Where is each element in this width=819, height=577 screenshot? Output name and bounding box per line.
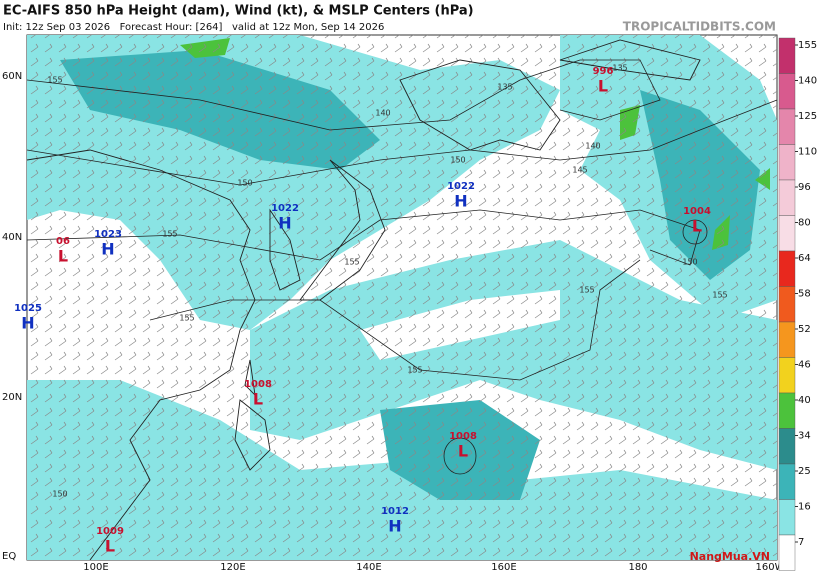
- colorbar-label: 64: [798, 253, 811, 264]
- colorbar-segment: [778, 250, 796, 287]
- lon-label: 180: [628, 562, 647, 573]
- colorbar-label: 140: [798, 76, 817, 87]
- colorbar-label: 7: [798, 537, 804, 548]
- colorbar-segment: [778, 286, 796, 323]
- contour-label: 150: [52, 490, 67, 499]
- center-symbol: L: [458, 442, 468, 461]
- contour-label: 155: [162, 230, 177, 239]
- lat-label: 60N: [2, 71, 22, 82]
- contour-label: 135: [497, 83, 512, 92]
- contour: [26, 59, 661, 131]
- center-pressure: 1012: [381, 506, 409, 517]
- center-pressure: 06: [56, 236, 70, 247]
- center-pressure: 1023: [94, 229, 122, 240]
- lat-label: 20N: [2, 392, 22, 403]
- center-symbol: L: [105, 537, 115, 556]
- wind-barbs: [27, 35, 777, 560]
- colorbar-label: 96: [798, 182, 811, 193]
- center-symbol: H: [21, 314, 34, 333]
- lat-label: 40N: [2, 232, 22, 243]
- colorbar-label: 155: [798, 40, 817, 51]
- colorbar-label: 34: [798, 431, 811, 442]
- center-symbol: H: [388, 517, 401, 536]
- contour-label: 155: [47, 76, 62, 85]
- contour-label: 155: [579, 286, 594, 295]
- center-symbol: L: [692, 217, 702, 236]
- contour-label: 145: [572, 166, 587, 175]
- lat-label: EQ: [2, 551, 16, 562]
- header: EC-AIFS 850 hPa Height (dam), Wind (kt),…: [3, 4, 776, 34]
- colorbar-label: 46: [798, 360, 811, 371]
- center-pressure: 1025: [14, 303, 42, 314]
- colorbar-label: 125: [798, 111, 817, 122]
- colorbar-segment: [778, 357, 796, 394]
- center-symbol: H: [278, 214, 291, 233]
- subtitle: Init: 12z Sep 03 2026 Forecast Hour: [26…: [3, 22, 384, 33]
- colorbar-segment: [778, 179, 796, 216]
- watermark: NangMua.VN: [690, 550, 770, 563]
- center-pressure: 996: [593, 66, 614, 77]
- colorbar-segment: [778, 392, 796, 429]
- contour-label: 150: [237, 179, 252, 188]
- lon-label: 160W: [756, 562, 785, 573]
- contour-label: 155: [179, 314, 194, 323]
- colorbar-segment: [778, 428, 796, 465]
- colorbar-label: 40: [798, 395, 811, 406]
- colorbar-label: 110: [798, 147, 817, 158]
- center-pressure: 1022: [271, 203, 299, 214]
- contour-label: 155: [407, 366, 422, 375]
- center-pressure: 1004: [683, 206, 711, 217]
- center-symbol: L: [598, 77, 608, 96]
- colorbar-segment: [778, 534, 796, 571]
- lon-label: 100E: [83, 562, 108, 573]
- contour: [149, 259, 641, 381]
- contour-label: 150: [682, 258, 697, 267]
- contour: [682, 219, 708, 245]
- map-area: [26, 34, 778, 561]
- colorbar-segment: [778, 73, 796, 110]
- contour-label: 140: [375, 109, 390, 118]
- lon-label: 140E: [356, 562, 381, 573]
- contour: [26, 99, 778, 186]
- contour-label: 155: [344, 258, 359, 267]
- center-symbol: L: [253, 390, 263, 409]
- site: TROPICALTIDBITS.COM: [623, 20, 776, 34]
- contour-label: 150: [450, 156, 465, 165]
- colorbar-segment: [778, 108, 796, 145]
- center-pressure: 1008: [449, 431, 477, 442]
- colorbar-segment: [778, 144, 796, 181]
- center-symbol: H: [454, 192, 467, 211]
- colorbar-label: 52: [798, 324, 811, 335]
- center-symbol: H: [101, 240, 114, 259]
- colorbar-segment: [778, 499, 796, 536]
- center-pressure: 1022: [447, 181, 475, 192]
- contour: [443, 437, 477, 475]
- contour: [26, 209, 701, 266]
- colorbar-segment: [778, 463, 796, 500]
- colorbar-segment: [778, 37, 796, 74]
- colorbar-label: 58: [798, 289, 811, 300]
- lon-label: 160E: [491, 562, 516, 573]
- colorbar-segment: [778, 321, 796, 358]
- title: EC-AIFS 850 hPa Height (dam), Wind (kt),…: [3, 4, 474, 19]
- colorbar-segment: [778, 215, 796, 252]
- contour-label: 140: [585, 142, 600, 151]
- colorbar-label: 80: [798, 218, 811, 229]
- center-pressure: 1009: [96, 526, 124, 537]
- contour-label: 135: [612, 64, 627, 73]
- center-pressure: 1008: [244, 379, 272, 390]
- contour-label: 155: [712, 291, 727, 300]
- colorbar-label: 16: [798, 502, 811, 513]
- center-symbol: L: [58, 247, 68, 266]
- lon-label: 120E: [220, 562, 245, 573]
- colorbar-label: 25: [798, 466, 811, 477]
